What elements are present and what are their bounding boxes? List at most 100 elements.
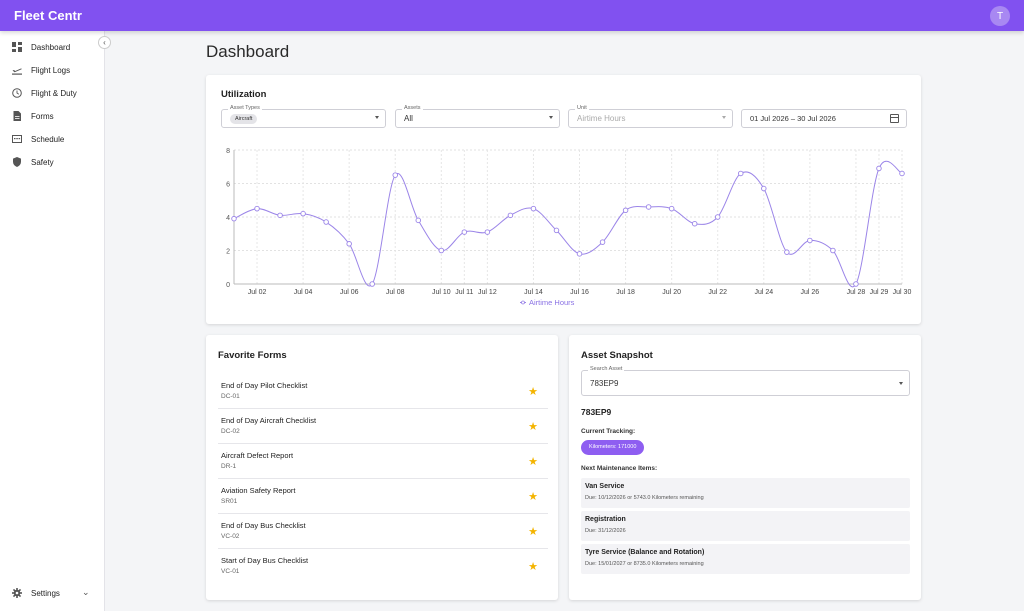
sidebar-item-settings[interactable]: Settings — [12, 586, 60, 600]
sidebar-item-label: Flight & Duty — [31, 88, 77, 98]
legend-marker — [521, 300, 525, 305]
flight-takeoff-icon — [12, 68, 22, 75]
sidebar-item-label: Forms — [31, 111, 54, 121]
next-maintenance-label: Next Maintenance Items: — [581, 465, 658, 472]
data-point — [899, 170, 905, 177]
y-tick-label: 6 — [226, 182, 230, 189]
form-code: VC-01 — [221, 568, 240, 575]
date-range-picker[interactable]: 01 Jul 2026 – 30 Jul 2026 — [741, 109, 907, 128]
sidebar-item-label: Settings — [31, 588, 60, 598]
sidebar-item-forms[interactable]: Forms — [12, 109, 54, 123]
field-label: Search Asset — [588, 366, 625, 372]
x-tick-label: Jul 18 — [616, 289, 635, 296]
app-title: Fleet Centr — [14, 8, 82, 23]
field-label: Assets — [402, 105, 423, 111]
y-tick-label: 2 — [226, 249, 230, 256]
sidebar-item-dashboard[interactable]: Dashboard — [12, 40, 70, 54]
sidebar-item-flight-duty[interactable]: Flight & Duty — [12, 86, 77, 100]
date-range-value: 01 Jul 2026 – 30 Jul 2026 — [750, 114, 836, 123]
x-tick-label: Jul 06 — [340, 289, 359, 296]
form-row-sr01[interactable]: Aviation Safety Report SR01 ★ — [218, 479, 548, 514]
form-name: Start of Day Bus Checklist — [221, 556, 309, 565]
asset-id: 783EP9 — [581, 407, 612, 417]
data-point — [876, 165, 882, 172]
data-point — [461, 229, 468, 235]
data-point — [714, 214, 721, 220]
maintenance-due: Due: 31/12/2026 — [585, 528, 626, 534]
x-tick-label: Jul 10 — [432, 289, 451, 296]
dropdown-arrow-icon — [549, 116, 553, 119]
star-icon[interactable]: ★ — [528, 526, 538, 538]
asset-types-select[interactable]: Asset Types Aircraft — [221, 105, 386, 128]
legend-label: Airtime Hours — [529, 298, 575, 307]
form-row-dc-02[interactable]: End of Day Aircraft Checklist DC-02 ★ — [218, 409, 548, 444]
data-point — [507, 212, 514, 219]
data-point — [323, 219, 329, 225]
sidebar-collapse-button[interactable]: ‹ — [98, 36, 111, 49]
sidebar-item-label: Safety — [31, 157, 54, 167]
data-point — [346, 241, 352, 247]
form-row-vc-01[interactable]: Start of Day Bus Checklist VC-01 ★ — [218, 549, 548, 584]
y-tick-label: 0 — [226, 282, 230, 289]
data-point — [415, 217, 422, 224]
calendar-week-icon — [12, 135, 22, 143]
data-point — [807, 237, 813, 244]
form-code: VC-02 — [221, 533, 240, 540]
sidebar-item-schedule[interactable]: Schedule — [12, 132, 64, 146]
star-icon[interactable]: ★ — [528, 491, 538, 503]
unit-select[interactable]: Unit Airtime Hours — [568, 105, 733, 128]
chevron-down-icon[interactable]: ⌄ — [82, 587, 90, 597]
assets-value: All — [404, 114, 413, 123]
data-point — [254, 205, 260, 212]
user-avatar[interactable]: T — [990, 6, 1010, 26]
maintenance-name: Registration — [585, 516, 626, 523]
x-tick-label: Jul 20 — [662, 289, 681, 296]
star-icon[interactable]: ★ — [528, 386, 538, 398]
x-tick-label: Jul 24 — [754, 289, 773, 296]
sidebar-item-label: Dashboard — [31, 42, 71, 52]
data-point — [668, 205, 675, 212]
y-tick-label: 4 — [226, 215, 230, 222]
maintenance-name: Van Service — [585, 483, 625, 490]
data-point — [369, 281, 375, 287]
page-title: Dashboard — [206, 42, 290, 61]
sidebar-item-flight-logs[interactable]: Flight Logs — [12, 63, 70, 77]
sidebar-item-label: Flight Logs — [31, 65, 71, 75]
data-point — [484, 229, 491, 235]
form-row-dc-01[interactable]: End of Day Pilot Checklist DC-01 ★ — [218, 374, 548, 409]
asset-type-chip[interactable]: Aircraft — [230, 114, 258, 124]
search-asset-select[interactable]: Search Asset 783EP9 — [581, 366, 910, 396]
clock-icon — [12, 88, 22, 98]
data-point — [576, 251, 583, 257]
form-row-vc-02[interactable]: End of Day Bus Checklist VC-02 ★ — [218, 514, 548, 549]
maintenance-name: Tyre Service (Balance and Rotation) — [585, 549, 705, 556]
data-point — [738, 170, 744, 177]
sidebar-item-safety[interactable]: Safety — [12, 155, 54, 169]
data-point — [599, 239, 606, 245]
form-name: End of Day Pilot Checklist — [221, 381, 308, 390]
utilization-title: Utilization — [221, 89, 267, 100]
data-point — [853, 281, 859, 287]
star-icon[interactable]: ★ — [528, 421, 538, 433]
unit-value: Airtime Hours — [577, 114, 626, 123]
field-label: Asset Types — [228, 105, 262, 111]
data-point — [300, 210, 306, 217]
document-icon — [13, 111, 21, 121]
y-tick-label: 8 — [226, 148, 230, 155]
assets-select[interactable]: Assets All — [395, 105, 560, 128]
calendar-icon[interactable] — [890, 114, 899, 123]
star-icon[interactable]: ★ — [528, 456, 538, 468]
form-row-dr-1[interactable]: Aircraft Defect Report DR-1 ★ — [218, 444, 548, 479]
form-code: SR01 — [221, 498, 238, 505]
data-point — [231, 215, 237, 222]
data-point — [761, 185, 767, 192]
x-tick-label: Jul 12 — [478, 289, 497, 296]
dropdown-arrow-icon — [899, 382, 903, 385]
field-label: Unit — [575, 105, 589, 111]
x-tick-label: Jul 16 — [570, 289, 589, 296]
utilization-chart: 0 2 4 6 8 Jul 02 Jul 04 Jul 06 Jul 08 Jul 10 Jul 1… — [226, 148, 911, 307]
x-tick-label: Jul 22 — [708, 289, 727, 296]
star-icon[interactable]: ★ — [528, 561, 538, 573]
dropdown-arrow-icon — [375, 116, 379, 119]
form-name: Aircraft Defect Report — [221, 451, 294, 460]
